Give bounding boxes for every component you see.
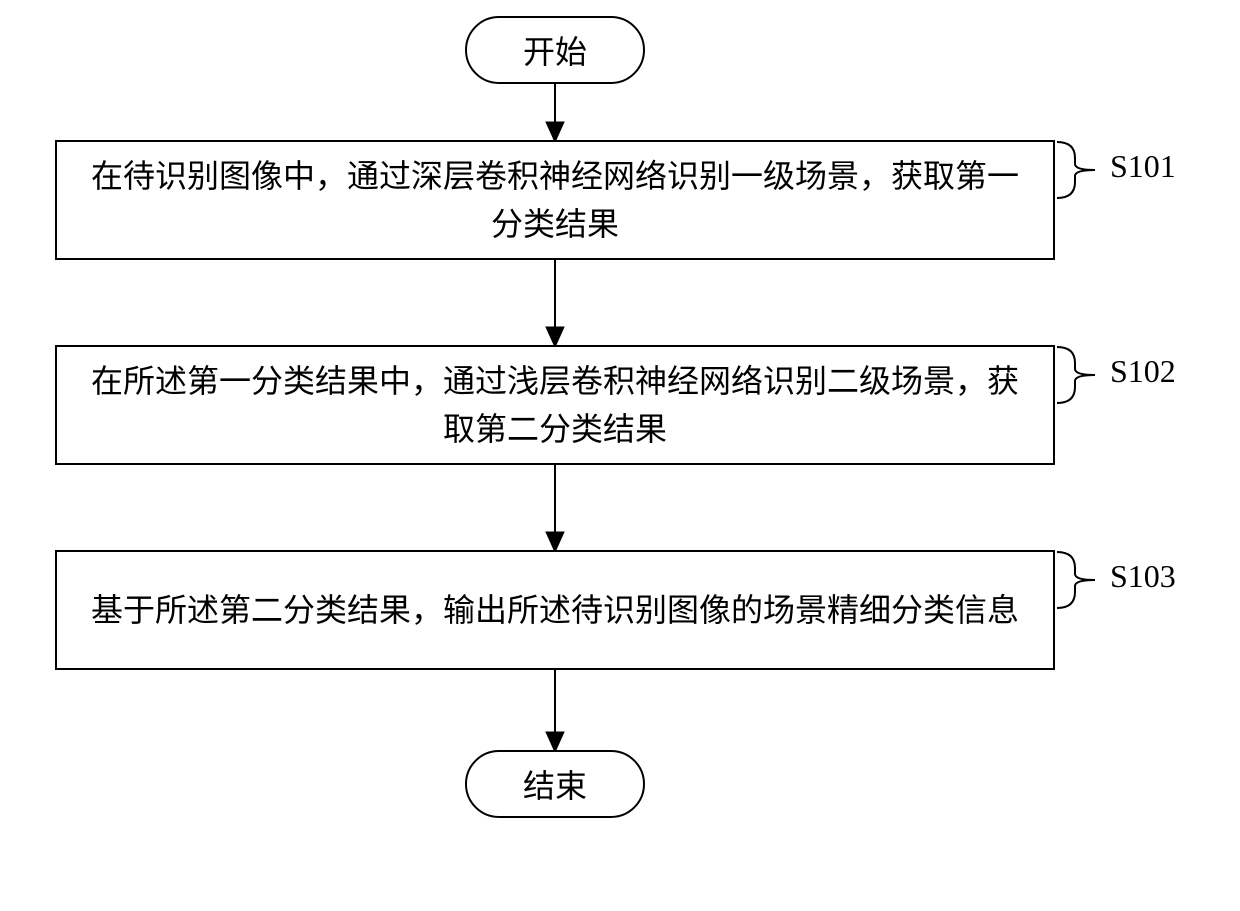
start-node: 开始 [465,16,645,84]
curly-s101 [1055,140,1101,200]
curly-s103 [1055,550,1101,610]
label-s101-text: S101 [1110,148,1176,184]
process-s103: 基于所述第二分类结果，输出所述待识别图像的场景精细分类信息 [55,550,1055,670]
start-label: 开始 [523,27,587,73]
end-node: 结束 [465,750,645,818]
arrow-s102-s103 [544,465,566,552]
process-s102: 在所述第一分类结果中，通过浅层卷积神经网络识别二级场景，获取第二分类结果 [55,345,1055,465]
label-s103: S103 [1110,558,1176,595]
label-s102-text: S102 [1110,353,1176,389]
arrow-s103-end [544,670,566,752]
label-s102: S102 [1110,353,1176,390]
curly-s102 [1055,345,1101,405]
arrow-s101-s102 [544,260,566,347]
flowchart-container: 开始 在待识别图像中，通过深层卷积神经网络识别一级场景，获取第一分类结果 S10… [0,0,1240,911]
process-s101-text: 在待识别图像中，通过深层卷积神经网络识别一级场景，获取第一分类结果 [77,152,1033,248]
label-s103-text: S103 [1110,558,1176,594]
process-s103-text: 基于所述第二分类结果，输出所述待识别图像的场景精细分类信息 [91,586,1019,634]
process-s101: 在待识别图像中，通过深层卷积神经网络识别一级场景，获取第一分类结果 [55,140,1055,260]
label-s101: S101 [1110,148,1176,185]
end-label: 结束 [523,761,587,807]
process-s102-text: 在所述第一分类结果中，通过浅层卷积神经网络识别二级场景，获取第二分类结果 [77,357,1033,453]
arrow-start-s101 [544,84,566,142]
